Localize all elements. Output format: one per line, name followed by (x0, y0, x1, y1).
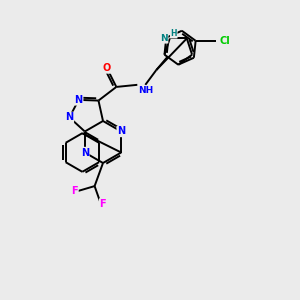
Text: N: N (81, 148, 89, 158)
Text: N: N (75, 95, 83, 105)
Text: F: F (71, 186, 78, 196)
Text: H: H (170, 29, 177, 38)
Text: N: N (65, 112, 74, 122)
Text: O: O (103, 63, 111, 73)
Text: N: N (117, 127, 125, 136)
Text: F: F (100, 199, 106, 209)
Text: NH: NH (138, 86, 154, 95)
Text: N: N (160, 34, 168, 43)
Text: Cl: Cl (220, 36, 230, 46)
